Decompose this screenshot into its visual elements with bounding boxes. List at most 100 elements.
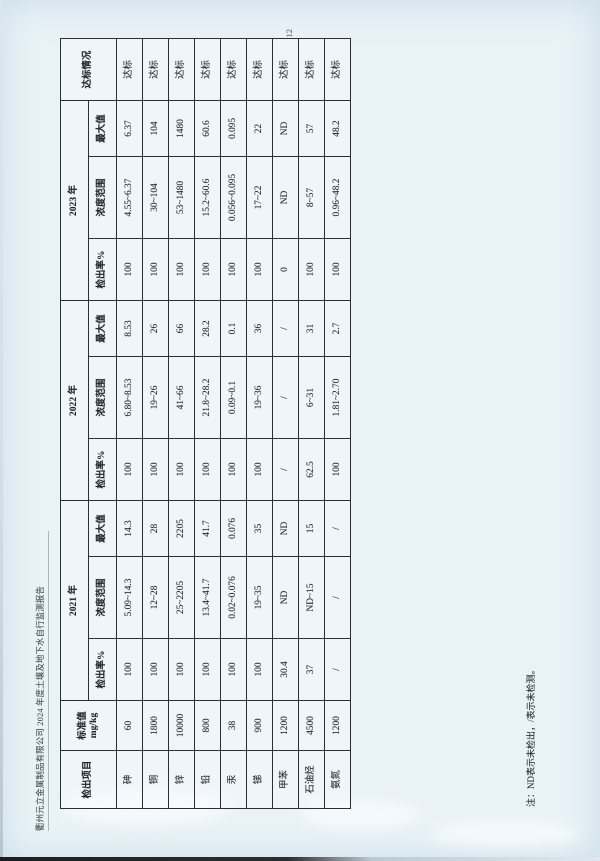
col-header-2021-rate: 检出率% bbox=[88, 638, 117, 700]
table-row: 铅 800 100 13.4~41.7 41.7 100 21.8~28.2 28.2 100 1… bbox=[194, 38, 221, 808]
row-item: 锌 bbox=[168, 750, 195, 808]
row-2023-max: 0.095 bbox=[220, 100, 247, 156]
rotated-page-content: 衢州元立金属制品有限公司 2024 年度土壤及地下水自行监测报告 12 检出项目 bbox=[26, 25, 574, 837]
row-compliance: 达标 bbox=[142, 38, 169, 100]
row-2021-max: ND bbox=[272, 500, 299, 556]
row-2021-rate: 100 bbox=[220, 638, 247, 700]
row-2022-range: 6~31 bbox=[298, 356, 325, 438]
row-compliance: 达标 bbox=[324, 38, 351, 100]
col-header-2023-range: 浓度范围 bbox=[88, 156, 117, 238]
table-head-row-years: 检出项目 标准值 mg/kg 2021 年 2022 年 2023 年 达标情况 bbox=[60, 38, 117, 808]
row-2023-max: 1480 bbox=[168, 100, 195, 156]
row-2022-rate: 100 bbox=[116, 438, 143, 500]
row-2023-rate: 100 bbox=[220, 238, 247, 300]
col-header-year-2022: 2022 年 bbox=[60, 300, 89, 500]
row-2021-max: 35 bbox=[246, 500, 273, 556]
row-2022-range: 19~26 bbox=[142, 356, 169, 438]
row-2022-max: 28.2 bbox=[194, 300, 221, 356]
col-header-2022-range: 浓度范围 bbox=[88, 356, 117, 438]
row-2023-rate: 100 bbox=[116, 238, 143, 300]
row-2022-rate: 100 bbox=[168, 438, 195, 500]
row-compliance: 达标 bbox=[116, 38, 143, 100]
row-compliance: 达标 bbox=[272, 38, 299, 100]
row-2022-range: / bbox=[272, 356, 299, 438]
row-standard: 4500 bbox=[298, 700, 325, 750]
row-standard: 900 bbox=[246, 700, 273, 750]
table-head-row-metrics: 检出率% 浓度范围 最大值 检出率% 浓度范围 最大值 检出率% 浓度范围 最大… bbox=[88, 38, 117, 808]
row-2021-range: / bbox=[324, 556, 351, 638]
table-row: 铜 1800 100 12~28 28 100 19~26 26 100 30~104 104 达标 bbox=[142, 38, 169, 808]
row-item: 铜 bbox=[142, 750, 169, 808]
col-header-year-2023: 2023 年 bbox=[60, 100, 89, 300]
row-2022-range: 21.8~28.2 bbox=[194, 356, 221, 438]
row-2021-max: 41.7 bbox=[194, 500, 221, 556]
row-2021-rate: / bbox=[324, 638, 351, 700]
row-2023-max: 60.6 bbox=[194, 100, 221, 156]
row-2021-range: 19~35 bbox=[246, 556, 273, 638]
row-2023-rate: 100 bbox=[168, 238, 195, 300]
table-row: 氨氮 1200///100 1.81~2.70 2.7 100 0.96~48.2 48.2… bbox=[324, 38, 351, 808]
row-item: 氨氮 bbox=[324, 750, 351, 808]
col-header-year-2021: 2021 年 bbox=[60, 500, 89, 700]
col-header-compliance: 达标情况 bbox=[60, 38, 117, 100]
row-compliance: 达标 bbox=[220, 38, 247, 100]
row-2021-max: 14.3 bbox=[116, 500, 143, 556]
row-2023-range: 0.96~48.2 bbox=[324, 156, 351, 238]
row-2023-max: 22 bbox=[246, 100, 273, 156]
scan-artifact bbox=[430, 820, 580, 848]
row-2023-range: 30~104 bbox=[142, 156, 169, 238]
row-2023-rate: 0 bbox=[272, 238, 299, 300]
row-2022-max: 31 bbox=[298, 300, 325, 356]
row-2021-range: 13.4~41.7 bbox=[194, 556, 221, 638]
col-header-item: 检出项目 bbox=[60, 750, 117, 808]
row-standard: 10000 bbox=[168, 700, 195, 750]
row-2022-rate: 100 bbox=[142, 438, 169, 500]
row-2021-range: 12~28 bbox=[142, 556, 169, 638]
row-2023-rate: 100 bbox=[246, 238, 273, 300]
row-2023-rate: 100 bbox=[194, 238, 221, 300]
row-2023-max: 6.37 bbox=[116, 100, 143, 156]
table-row: 石油烃 4500 37 ND~15 15 62.5 6~31 31 100 8~57 57 达标 bbox=[298, 38, 325, 808]
row-2021-max: 2205 bbox=[168, 500, 195, 556]
col-header-standard: 标准值 mg/kg bbox=[60, 700, 117, 750]
row-2021-rate: 100 bbox=[246, 638, 273, 700]
row-item: 锑 bbox=[246, 750, 273, 808]
row-2023-rate: 100 bbox=[142, 238, 169, 300]
row-item: 砷 bbox=[116, 750, 143, 808]
row-2022-max: 36 bbox=[246, 300, 273, 356]
scan-artifact bbox=[300, 800, 420, 830]
table-row: 锑 900 100 19~35 35 100 19~36 36 100 17~22 22 达标 bbox=[246, 38, 273, 808]
running-head: 衢州元立金属制品有限公司 2024 年度土壤及地下水自行监测报告 bbox=[36, 585, 45, 831]
row-2023-max: ND bbox=[272, 100, 299, 156]
row-2023-range: 0.056~0.095 bbox=[220, 156, 247, 238]
row-item: 石油烃 bbox=[298, 750, 325, 808]
col-header-2021-range: 浓度范围 bbox=[88, 556, 117, 638]
row-item: 甲苯 bbox=[272, 750, 299, 808]
row-2023-range: 4.55~6.37 bbox=[116, 156, 143, 238]
row-2022-max: 66 bbox=[168, 300, 195, 356]
row-2021-rate: 100 bbox=[194, 638, 221, 700]
row-2023-rate: 100 bbox=[324, 238, 351, 300]
row-2022-rate: 100 bbox=[194, 438, 221, 500]
row-standard: 1800 bbox=[142, 700, 169, 750]
running-head-rule bbox=[48, 530, 49, 831]
monitoring-results-table: 检出项目 标准值 mg/kg 2021 年 2022 年 2023 年 达标情况… bbox=[60, 38, 351, 809]
row-2023-rate: 100 bbox=[298, 238, 325, 300]
row-2021-rate: 100 bbox=[168, 638, 195, 700]
row-compliance: 达标 bbox=[168, 38, 195, 100]
row-standard: 38 bbox=[220, 700, 247, 750]
row-2023-range: ND bbox=[272, 156, 299, 238]
row-standard: 800 bbox=[194, 700, 221, 750]
row-2021-rate: 100 bbox=[116, 638, 143, 700]
row-compliance: 达标 bbox=[298, 38, 325, 100]
row-2023-max: 104 bbox=[142, 100, 169, 156]
col-header-2023-max: 最大值 bbox=[88, 100, 117, 156]
row-2021-max: 28 bbox=[142, 500, 169, 556]
table-row: 砷 60 100 5.09~14.3 14.3 100 6.80~8.53 8.53 100 4.… bbox=[116, 38, 143, 808]
table-body: 砷 60 100 5.09~14.3 14.3 100 6.80~8.53 8.53 100 4.… bbox=[116, 38, 351, 808]
row-2021-max: 0.076 bbox=[220, 500, 247, 556]
table-footnote: 注：ND表示未检出，/表示未检测。 bbox=[526, 664, 536, 807]
row-2023-range: 53~1480 bbox=[168, 156, 195, 238]
row-standard: 60 bbox=[116, 700, 143, 750]
